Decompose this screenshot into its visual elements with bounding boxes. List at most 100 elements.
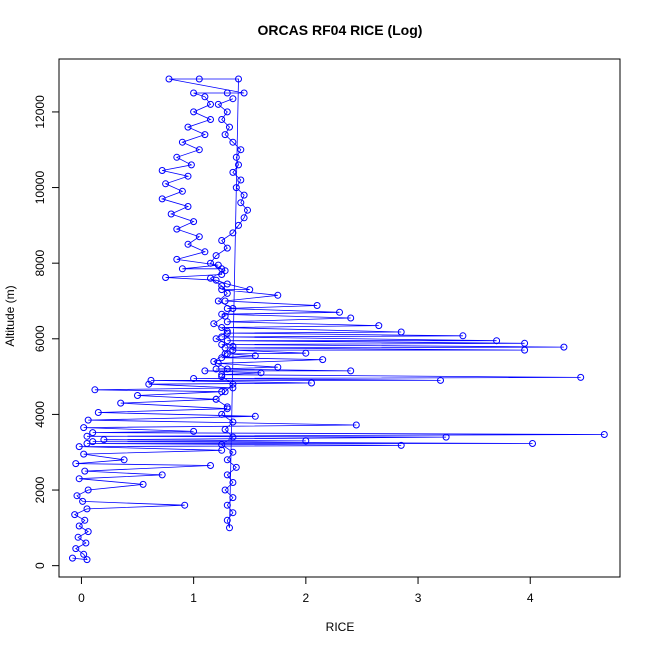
data-point xyxy=(210,358,218,365)
data-point xyxy=(134,392,141,399)
data-point xyxy=(221,312,229,320)
data-point xyxy=(232,184,240,192)
data-point xyxy=(158,167,166,174)
data-point xyxy=(529,440,536,447)
data-point xyxy=(221,131,229,139)
data-point xyxy=(84,416,92,424)
data-point xyxy=(240,214,248,222)
data-point xyxy=(302,437,310,445)
data-point xyxy=(232,463,240,471)
data-point xyxy=(336,308,343,316)
data-point xyxy=(229,384,237,392)
data-point xyxy=(229,305,237,312)
x-tick-label: 1 xyxy=(190,591,197,605)
x-axis: 0 1 2 3 4 xyxy=(78,576,534,605)
data-point xyxy=(600,431,608,438)
data-point xyxy=(190,375,198,382)
data-point xyxy=(94,409,102,416)
data-point xyxy=(223,350,231,358)
data-point xyxy=(397,328,405,336)
data-point xyxy=(218,371,226,379)
data-point xyxy=(218,237,226,244)
data-point xyxy=(165,75,173,83)
x-axis-label: RICE xyxy=(326,620,355,634)
data-point xyxy=(162,274,170,281)
x-tick-label: 2 xyxy=(302,591,309,605)
data-point xyxy=(207,259,214,267)
data-point xyxy=(73,492,81,500)
data-point xyxy=(218,410,226,418)
data-point xyxy=(207,274,214,282)
data-point xyxy=(84,486,92,494)
chart-title: ORCAS RF04 RICE (Log) xyxy=(258,22,423,38)
data-point xyxy=(83,432,91,440)
y-tick-label: 6000 xyxy=(33,325,47,352)
data-point xyxy=(120,456,128,464)
data-point xyxy=(221,267,229,275)
data-point xyxy=(214,359,222,367)
data-point xyxy=(229,479,237,486)
data-point xyxy=(223,337,231,345)
data-point xyxy=(397,441,405,449)
data-point xyxy=(91,386,99,394)
data-point xyxy=(81,467,89,475)
data-point xyxy=(158,471,166,479)
data-point xyxy=(218,441,226,449)
series-line xyxy=(72,78,605,561)
data-point xyxy=(173,153,181,161)
data-point xyxy=(223,244,231,252)
data-point xyxy=(437,376,444,384)
data-point xyxy=(195,233,203,241)
data-point xyxy=(244,206,251,214)
data-point xyxy=(201,367,209,375)
data-points xyxy=(69,75,608,564)
data-point xyxy=(190,427,198,435)
data-point xyxy=(195,146,203,154)
data-point xyxy=(229,433,237,441)
data-point xyxy=(223,329,231,337)
data-point xyxy=(221,426,229,433)
data-point xyxy=(72,545,80,553)
data-point xyxy=(178,138,186,146)
data-point xyxy=(187,161,195,169)
data-point xyxy=(223,516,231,524)
data-point xyxy=(218,373,226,381)
x-tick-label: 3 xyxy=(415,591,422,605)
data-point xyxy=(237,176,245,184)
data-point xyxy=(223,501,231,509)
data-point xyxy=(162,180,170,188)
data-point xyxy=(251,352,259,360)
data-point xyxy=(274,291,282,299)
y-tick-label: 12000 xyxy=(33,95,47,129)
data-point xyxy=(229,168,237,176)
data-point xyxy=(195,75,203,83)
data-point xyxy=(251,412,259,420)
data-point xyxy=(223,108,231,116)
data-point xyxy=(214,261,222,269)
data-point xyxy=(229,418,237,426)
x-tick-label: 0 xyxy=(78,591,85,605)
data-point xyxy=(221,388,229,396)
data-point xyxy=(190,108,198,116)
data-point xyxy=(442,433,450,441)
data-point xyxy=(184,203,192,210)
data-point xyxy=(240,191,248,199)
data-point xyxy=(75,475,83,483)
data-point xyxy=(223,289,231,297)
data-point xyxy=(75,443,83,451)
data-point xyxy=(79,497,87,505)
data-point xyxy=(223,89,231,97)
data-point xyxy=(218,282,226,290)
data-point xyxy=(210,320,218,328)
data-point xyxy=(226,123,233,131)
data-point xyxy=(493,337,501,345)
data-point xyxy=(89,429,97,437)
data-point xyxy=(218,388,226,396)
data-point xyxy=(319,356,327,364)
data-point xyxy=(313,302,321,309)
data-point xyxy=(221,486,229,494)
data-point xyxy=(308,379,315,387)
data-point xyxy=(147,376,155,384)
data-point xyxy=(223,403,231,411)
